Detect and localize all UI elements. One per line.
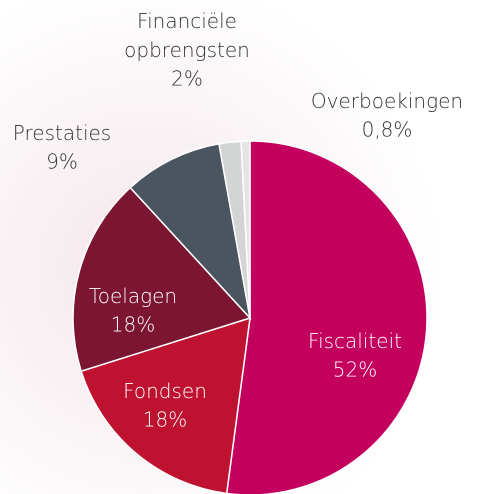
slice-value: 0,8% [362,118,413,142]
slice-value: 9% [46,150,78,174]
slice-value: 52% [333,358,377,382]
pie-slice [129,142,252,321]
pie-slice [225,140,428,494]
slice-label: Financiële opbrengsten [124,9,250,62]
slice-label: Fiscaliteit [308,329,402,353]
slice-value: 18% [111,313,155,337]
pie-slice [240,140,251,319]
slice-label: Prestaties [13,121,111,145]
slice-value: 18% [143,408,187,432]
pie-slice [72,186,252,373]
slice-label: Toelagen [89,284,177,308]
slice-value: 2% [171,67,203,91]
slice-label: Fondsen [123,379,207,403]
pie-slice [80,316,251,494]
slice-label: Overboekingen [311,89,463,113]
